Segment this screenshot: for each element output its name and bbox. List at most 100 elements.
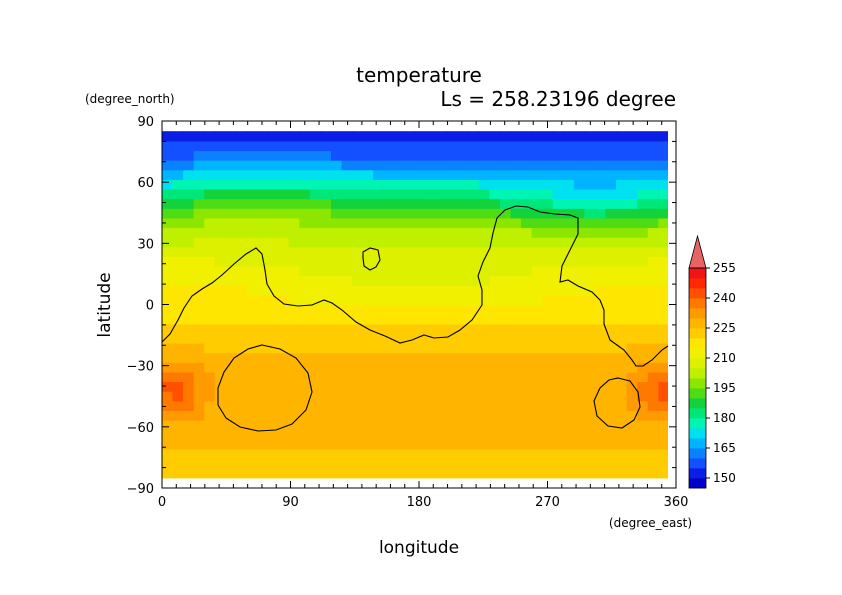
field-cell — [394, 323, 406, 334]
field-cell — [309, 237, 321, 248]
field-cell — [605, 169, 617, 180]
field-cell — [288, 160, 300, 171]
field-cell — [183, 400, 195, 412]
field-cell — [510, 371, 522, 383]
colorbar-swatch — [689, 278, 706, 289]
field-cell — [394, 237, 406, 248]
field-cell — [193, 160, 205, 171]
field-cell — [394, 188, 406, 200]
field-cell — [383, 439, 395, 450]
field-cell — [394, 343, 406, 354]
field-cell — [341, 140, 353, 152]
field-cell — [341, 217, 353, 229]
field-cell — [383, 256, 395, 267]
field-cell — [383, 131, 395, 142]
field-cell — [457, 371, 469, 383]
field-cell — [309, 448, 321, 460]
field-cell — [257, 429, 269, 440]
field-cell — [235, 237, 248, 248]
field-cell — [647, 333, 659, 344]
field-cell — [478, 439, 490, 450]
field-cell — [193, 140, 205, 152]
field-cell — [605, 391, 617, 402]
field-cell — [225, 400, 237, 412]
field-cell — [584, 429, 596, 440]
field-cell — [162, 160, 174, 171]
field-cell — [425, 410, 438, 421]
field-cell — [468, 448, 480, 460]
field-cell — [447, 333, 459, 344]
field-cell — [436, 371, 448, 383]
field-cell — [183, 381, 195, 392]
field-cell — [299, 246, 311, 257]
field-cell — [415, 179, 427, 190]
field-cell — [521, 362, 533, 373]
field-cell — [225, 265, 237, 277]
field-cell — [468, 323, 480, 334]
field-cell — [204, 371, 216, 383]
field-cell — [584, 352, 596, 363]
field-cell — [457, 131, 469, 142]
field-cell — [267, 237, 279, 248]
field-cell — [521, 140, 533, 152]
field-cell — [521, 439, 533, 450]
field-cell — [235, 169, 248, 180]
field-cell — [647, 246, 659, 257]
field-cell — [605, 227, 617, 238]
field-cell — [383, 429, 395, 440]
field-cell — [531, 150, 543, 161]
field-cell — [552, 140, 564, 152]
field-cell — [436, 131, 448, 142]
field-cell — [278, 400, 290, 412]
field-cell — [193, 400, 205, 412]
field-cell — [299, 448, 311, 460]
field-cell — [404, 458, 417, 469]
field-cell — [257, 275, 269, 286]
field-cell — [193, 333, 205, 344]
field-cell — [542, 198, 554, 209]
field-cell — [214, 150, 226, 161]
field-cell — [573, 265, 585, 277]
field-cell — [647, 458, 659, 469]
field-cell — [404, 227, 417, 238]
field-cell — [552, 294, 564, 306]
field-cell — [637, 179, 649, 190]
field-cell — [362, 420, 374, 431]
field-cell — [183, 448, 195, 460]
field-cell — [425, 285, 438, 296]
field-cell — [552, 420, 564, 431]
field-cell — [204, 420, 216, 431]
field-cell — [162, 458, 174, 469]
field-cell — [489, 285, 501, 296]
field-cell — [246, 314, 258, 325]
field-cell — [383, 294, 395, 306]
field-cell — [309, 169, 321, 180]
field-cell — [341, 227, 353, 238]
field-cell — [246, 217, 258, 229]
field-cell — [373, 458, 385, 469]
field-cell — [436, 217, 448, 229]
field-cell — [278, 169, 290, 180]
field-cell — [299, 391, 311, 402]
field-cell — [362, 188, 374, 200]
field-cell — [183, 314, 195, 325]
field-cell — [288, 304, 300, 315]
field-cell — [510, 304, 522, 315]
field-cell — [616, 352, 628, 363]
field-cell — [257, 448, 269, 460]
field-cell — [563, 439, 575, 450]
field-cell — [299, 343, 311, 354]
field-cell — [478, 160, 490, 171]
colorbar-swatch — [689, 388, 706, 399]
field-cell — [637, 198, 649, 209]
colorbar-swatch — [689, 378, 706, 389]
field-cell — [352, 246, 364, 257]
field-cell — [499, 343, 512, 354]
field-cell — [267, 131, 279, 142]
field-cell — [563, 256, 575, 267]
field-cell — [352, 256, 364, 267]
y-axis-label: latitude — [95, 272, 115, 337]
field-cell — [468, 381, 480, 392]
field-cell — [394, 140, 406, 152]
field-cell — [584, 420, 596, 431]
